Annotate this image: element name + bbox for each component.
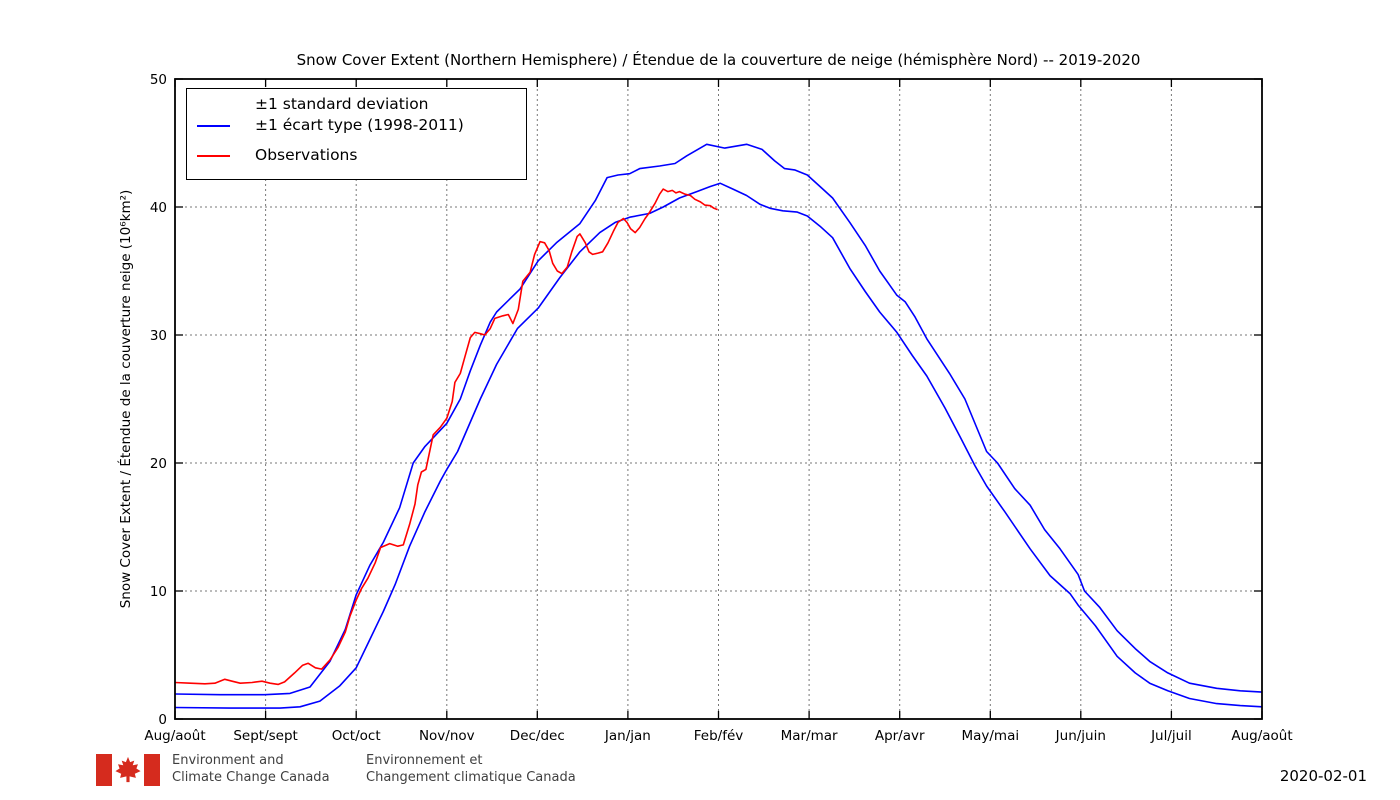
x-tick-label: May/mai [961,728,1019,744]
dept-name-fr-line2: Changement climatique Canada [366,770,576,785]
x-tick-label: Jun/juin [1055,728,1106,744]
series-observations [174,188,718,686]
dept-name-fr: Environnement et Changement climatique C… [366,752,576,786]
legend-entry-std: ±1 standard deviation ±1 écart type (199… [197,94,518,136]
x-tick-label: Jan/jan [604,728,651,744]
x-tick-label: Apr/avr [875,728,925,744]
y-tick-label: 20 [150,456,167,472]
flag-right-band [144,754,160,786]
chart-title: Snow Cover Extent (Northern Hemisphere) … [296,51,1141,69]
legend-std-label-line1: ±1 standard deviation [255,95,429,113]
date-stamp: 2020-02-01 [1279,767,1367,785]
series-std_upper [174,143,1263,696]
dept-name-en-line2: Climate Change Canada [172,770,330,785]
maple-leaf-icon [115,756,141,783]
x-tick-label: Mar/mar [781,728,838,744]
x-tick-label: Aug/août [1231,728,1292,744]
dept-name-en: Environment and Climate Change Canada [172,752,330,786]
legend-std-label: ±1 standard deviation ±1 écart type (199… [255,94,464,136]
x-tick-label: Feb/fév [694,728,744,744]
legend-entry-observations: Observations [197,145,518,166]
legend-std-label-line2: ±1 écart type (1998-2011) [255,116,464,134]
x-tick-label: Jul/juil [1150,728,1192,744]
series-std_lower [174,182,1263,709]
x-tick-label: Oct/oct [332,728,381,744]
legend-obs-sample-line [197,154,230,157]
x-tick-label: Sept/sept [233,728,298,744]
canada-flag-logo [96,754,160,786]
x-tick-label: Nov/nov [419,728,475,744]
flag-left-band [96,754,112,786]
dept-name-fr-line1: Environnement et [366,753,483,768]
dept-name-en-line1: Environment and [172,753,284,768]
x-tick-label: Dec/dec [510,728,565,744]
legend-std-sample-line [197,125,230,127]
y-tick-label: 0 [158,712,167,728]
y-tick-label: 10 [150,584,167,600]
y-tick-label: 50 [150,72,167,88]
legend: ±1 standard deviation ±1 écart type (199… [186,88,527,180]
y-tick-label: 40 [150,200,167,216]
y-tick-label: 30 [150,328,167,344]
x-tick-label: Aug/août [144,728,205,744]
legend-obs-label: Observations [255,146,358,164]
